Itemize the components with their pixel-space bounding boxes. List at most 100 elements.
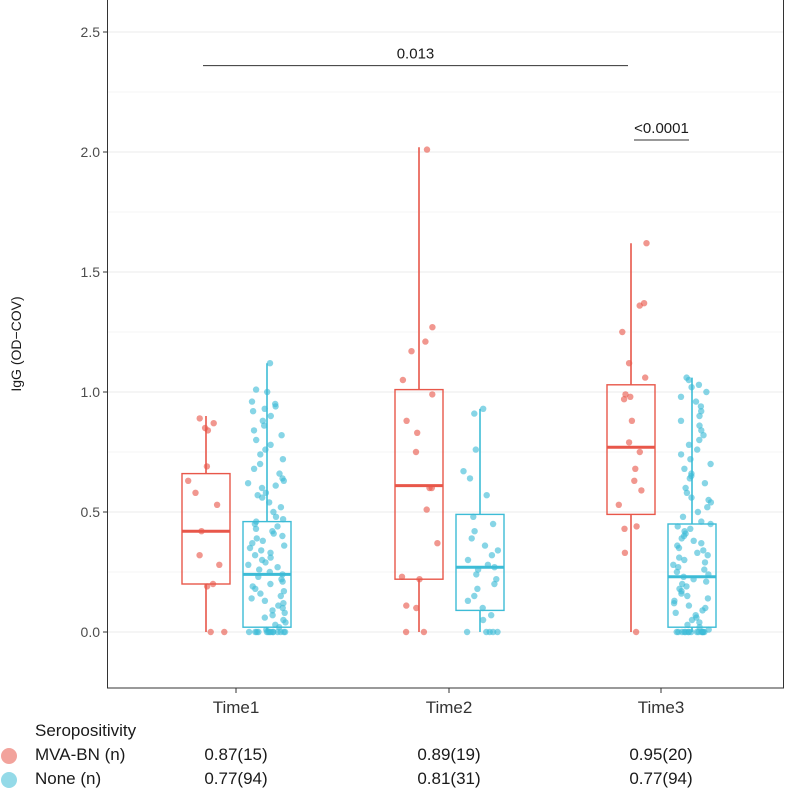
plot-panel-border: [107, 0, 784, 689]
data-point-none-n: [261, 597, 269, 604]
data-point-none-n: [479, 616, 487, 624]
y-tick-label: 2.5: [81, 24, 101, 40]
table-cell-mva-bn-time1: 0.87(15): [204, 745, 268, 764]
table-cell-mva-bn-time2: 0.89(19): [417, 745, 481, 764]
y-axis-label: IgG (OD−COV): [8, 296, 24, 391]
data-point-none-n: [267, 412, 274, 420]
data-point-mva-bn-n: [631, 477, 638, 484]
data-point-none-n: [704, 504, 711, 511]
data-point-none-n: [249, 540, 256, 547]
data-point-none-n: [253, 535, 260, 542]
box-mva-bn-n-time1: [181, 416, 231, 632]
data-point-none-n: [470, 513, 477, 520]
data-point-none-n: [250, 465, 258, 472]
box-iqr: [606, 384, 656, 516]
data-point-none-n: [279, 456, 287, 463]
legend-key-none: [1, 772, 17, 788]
data-point-none-n: [463, 628, 471, 636]
data-point-mva-bn-n: [416, 576, 423, 583]
data-point-none-n: [704, 595, 712, 602]
data-point-none-n: [249, 408, 257, 415]
data-point-none-n: [685, 628, 693, 636]
data-point-none-n: [248, 595, 255, 602]
data-point-none-n: [685, 441, 693, 448]
data-point-none-n: [705, 496, 712, 504]
data-point-none-n: [267, 580, 274, 588]
data-point-none-n: [245, 561, 252, 568]
box-iqr: [455, 513, 505, 612]
data-point-mva-bn-n: [399, 376, 407, 384]
data-point-none-n: [486, 628, 493, 636]
data-point-none-n: [261, 405, 268, 412]
data-point-none-n: [675, 564, 682, 571]
data-point-none-n: [698, 540, 705, 547]
data-point-none-n: [261, 614, 268, 621]
legend-row-none: None (n) 0.77(94) 0.81(31) 0.77(94): [0, 768, 787, 792]
data-point-none-n: [277, 504, 285, 511]
data-point-none-n: [257, 590, 264, 597]
data-point-none-n: [677, 393, 685, 400]
data-point-none-n: [683, 489, 691, 496]
x-tick-label-time1: Time1: [213, 698, 260, 717]
data-point-none-n: [269, 528, 276, 535]
legend: Seropositivity MVA-BN (n) 0.87(15) 0.89(…: [0, 720, 787, 793]
data-point-mva-bn-n: [627, 393, 634, 400]
data-point-none-n: [696, 436, 703, 444]
data-point-none-n: [251, 552, 259, 559]
data-point-none-n: [278, 432, 285, 439]
data-point-none-n: [677, 417, 685, 424]
data-point-mva-bn-n: [412, 448, 420, 456]
data-point-none-n: [257, 451, 264, 458]
data-point-none-n: [279, 516, 287, 523]
data-point-none-n: [480, 405, 487, 412]
data-point-none-n: [701, 480, 709, 487]
data-point-none-n: [277, 628, 284, 636]
data-point-none-n: [694, 549, 701, 556]
data-point-none-n: [281, 628, 289, 636]
data-point-none-n: [277, 592, 284, 600]
data-point-none-n: [699, 628, 706, 636]
box-iqr: [181, 472, 231, 585]
data-point-none-n: [491, 580, 498, 588]
data-point-none-n: [474, 566, 482, 573]
data-point-none-n: [690, 576, 697, 583]
significance-annotations: 0.013 <0.0001: [203, 46, 689, 141]
data-point-none-n: [680, 573, 687, 580]
y-tick-label: 0.5: [81, 504, 101, 520]
data-point-none-n: [267, 554, 274, 561]
data-point-none-n: [261, 422, 268, 429]
box-mva-bn-n-time3: [606, 243, 656, 632]
data-point-none-n: [246, 544, 254, 552]
data-point-none-n: [272, 621, 279, 628]
data-point-none-n: [269, 607, 276, 614]
data-point-none-n: [488, 612, 495, 619]
data-point-none-n: [464, 556, 472, 564]
data-point-mva-bn-n: [198, 528, 205, 535]
table-cell-none-time2: 0.81(31): [417, 769, 481, 788]
data-point-mva-bn-n: [434, 540, 441, 547]
data-point-none-n: [698, 427, 705, 434]
data-point-mva-bn-n: [628, 417, 636, 424]
data-point-none-n: [262, 489, 270, 496]
data-point-none-n: [244, 480, 252, 487]
data-point-none-n: [693, 628, 701, 636]
data-point-mva-bn-n: [403, 417, 410, 424]
data-point-none-n: [264, 388, 271, 396]
x-tick-label-time3: Time3: [638, 698, 685, 717]
legend-title: Seropositivity: [35, 721, 137, 740]
data-point-none-n: [471, 528, 478, 535]
data-point-none-n: [694, 446, 701, 453]
data-point-mva-bn-n: [221, 628, 228, 636]
data-point-none-n: [694, 508, 702, 516]
data-point-mva-bn-n: [621, 549, 629, 556]
data-point-mva-bn-n: [423, 506, 430, 513]
data-point-none-n: [253, 436, 260, 444]
y-tick-label: 0.0: [81, 624, 101, 640]
data-point-mva-bn-n: [642, 374, 649, 381]
table-cell-none-time3: 0.77(94): [629, 769, 693, 788]
data-point-none-n: [494, 547, 502, 554]
data-point-none-n: [280, 588, 288, 595]
data-point-none-n: [252, 386, 260, 393]
data-point-none-n: [281, 542, 288, 549]
data-point-mva-bn-n: [632, 465, 639, 472]
